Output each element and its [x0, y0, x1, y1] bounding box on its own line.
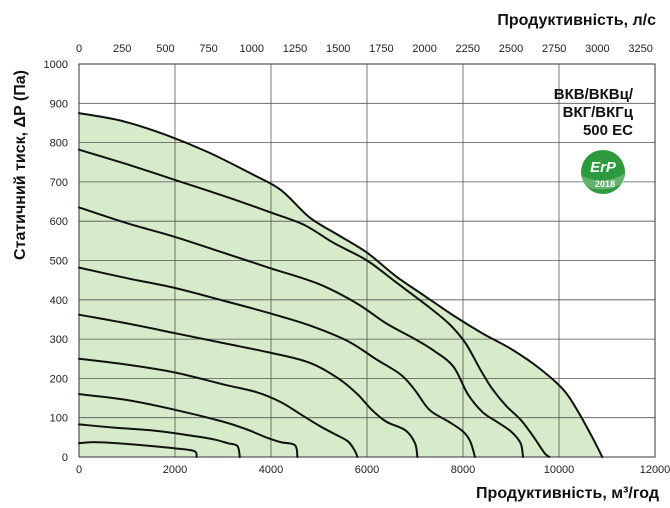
y-tick-label: 1000	[44, 59, 68, 71]
series-line-1	[78, 112, 604, 458]
x-tick-label: 12000	[640, 464, 670, 476]
x-tick-label: 10000	[544, 464, 575, 476]
y-tick-label: 400	[50, 295, 68, 307]
y-tick-label: 0	[62, 452, 68, 464]
series-line-8	[78, 423, 241, 458]
top-x-tick-label: 1250	[283, 43, 307, 55]
series-line-4	[78, 266, 476, 458]
y-tick-label: 700	[50, 177, 68, 189]
erp-badge-swoosh	[582, 174, 624, 190]
series-group	[78, 112, 604, 458]
erp-badge-year: 2018	[595, 179, 615, 189]
operating-area	[79, 113, 603, 457]
x-tick-label: 2000	[163, 464, 187, 476]
top-x-tick-label: 2000	[412, 43, 436, 55]
y-tick-label: 500	[50, 256, 68, 268]
y-axis-title: Статичний тиск, ΔP (Па)	[12, 70, 29, 260]
top-x-tick-label: 0	[76, 43, 82, 55]
series-line-2	[78, 148, 551, 458]
x-tick-label: 0	[76, 464, 82, 476]
y-tick-label: 100	[50, 413, 68, 425]
top-x-tick-label: 3000	[585, 43, 609, 55]
top-x-tick-label: 250	[113, 43, 131, 55]
model-label-line-1: ВКВ/ВКВц/	[554, 86, 634, 103]
model-label-line-2: ВКГ/ВКГц	[563, 104, 634, 121]
top-x-tick-label: 1000	[240, 43, 264, 55]
erp-badge-text: ErP	[590, 159, 617, 176]
top-x-tick-label: 750	[199, 43, 217, 55]
erp-badge-circle	[581, 150, 625, 194]
x-tick-label: 4000	[259, 464, 283, 476]
y-tick-label: 800	[50, 138, 68, 150]
y-tick-label: 300	[50, 334, 68, 346]
series-line-5	[78, 313, 419, 458]
series-line-9	[78, 441, 198, 458]
plot-frame	[78, 63, 656, 458]
top-axis-title: Продуктивність, л/с	[497, 12, 656, 29]
top-x-tick-label: 1750	[369, 43, 393, 55]
grid	[79, 64, 655, 457]
series-line-7	[78, 393, 299, 458]
bottom-axis-title: Продуктивність, м³/год	[476, 485, 659, 502]
top-x-tick-label: 2250	[456, 43, 480, 55]
series-line-6	[78, 357, 359, 458]
top-x-tick-label: 2750	[542, 43, 566, 55]
y-tick-label: 900	[50, 98, 68, 110]
erp-badge: ErP 2018	[581, 150, 625, 194]
plot-border	[78, 63, 656, 458]
model-label-line-3: 500 ЕС	[583, 122, 633, 139]
operating-area-fill	[79, 113, 603, 457]
top-x-tick-label: 500	[156, 43, 174, 55]
top-x-tick-label: 3250	[628, 43, 652, 55]
x-tick-label: 6000	[355, 464, 379, 476]
y-tick-label: 200	[50, 373, 68, 385]
y-tick-label: 600	[50, 216, 68, 228]
series-line-3	[78, 206, 524, 458]
top-x-tick-label: 2500	[499, 43, 523, 55]
top-x-tick-label: 1500	[326, 43, 350, 55]
x-tick-label: 8000	[451, 464, 475, 476]
model-label: ВКВ/ВКВц/ ВКГ/ВКГц 500 ЕС	[554, 86, 634, 139]
